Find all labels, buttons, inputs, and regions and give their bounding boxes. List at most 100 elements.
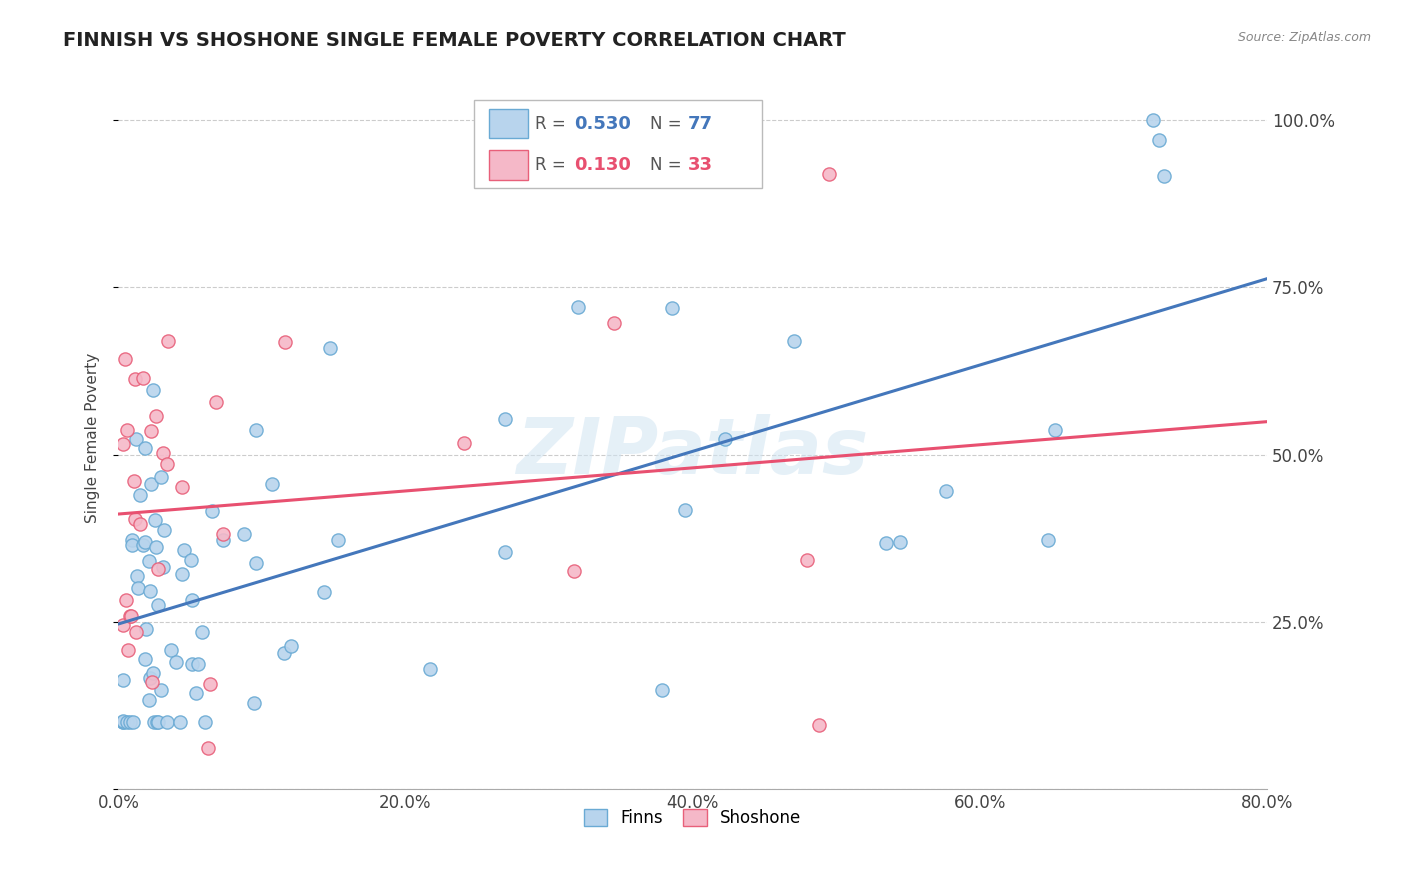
Point <box>494 412 516 426</box>
Point <box>181 657 204 671</box>
Text: 77: 77 <box>688 114 713 133</box>
Point <box>152 560 174 574</box>
Point <box>134 441 156 455</box>
Text: FINNISH VS SHOSHONE SINGLE FEMALE POVERTY CORRELATION CHART: FINNISH VS SHOSHONE SINGLE FEMALE POVERT… <box>63 31 846 50</box>
Point <box>132 370 155 384</box>
Point <box>713 432 735 446</box>
Point <box>139 671 162 685</box>
Point <box>796 552 818 566</box>
Point <box>138 554 160 568</box>
Point <box>149 682 172 697</box>
Point <box>114 351 136 366</box>
Text: 0.530: 0.530 <box>574 114 631 133</box>
Point <box>146 715 169 730</box>
Point <box>1153 169 1175 183</box>
Point <box>142 383 165 397</box>
Point <box>245 556 267 570</box>
Point <box>118 715 141 730</box>
Point <box>651 683 673 698</box>
Point <box>125 569 148 583</box>
Point <box>111 715 134 730</box>
Point <box>262 476 284 491</box>
Point <box>152 446 174 460</box>
Point <box>117 643 139 657</box>
Point <box>145 540 167 554</box>
Point <box>567 300 589 314</box>
Point <box>170 480 193 494</box>
Point <box>111 437 134 451</box>
Point <box>160 642 183 657</box>
Point <box>146 715 169 730</box>
Point <box>201 504 224 518</box>
Point <box>148 562 170 576</box>
Point <box>169 715 191 730</box>
Text: R =: R = <box>536 114 571 133</box>
Point <box>129 488 152 502</box>
Point <box>494 545 516 559</box>
Point <box>156 715 179 730</box>
Point <box>243 696 266 710</box>
Point <box>673 503 696 517</box>
Text: 33: 33 <box>688 156 713 174</box>
FancyBboxPatch shape <box>474 101 762 188</box>
Text: ZIPatlas: ZIPatlas <box>516 414 869 490</box>
Point <box>141 477 163 491</box>
Point <box>603 316 626 330</box>
Point <box>280 639 302 653</box>
Point <box>326 533 349 548</box>
Point <box>141 675 163 690</box>
Point <box>233 527 256 541</box>
Point <box>149 470 172 484</box>
Point <box>1043 423 1066 437</box>
Point <box>142 715 165 730</box>
Point <box>134 652 156 666</box>
Text: N =: N = <box>650 114 688 133</box>
Point <box>212 533 235 548</box>
Point <box>157 334 180 348</box>
Point <box>121 533 143 547</box>
Point <box>122 474 145 488</box>
Point <box>312 585 335 599</box>
Point <box>180 552 202 566</box>
Point <box>184 686 207 700</box>
Legend: Finns, Shoshone: Finns, Shoshone <box>578 802 808 834</box>
FancyBboxPatch shape <box>489 151 529 180</box>
Point <box>111 714 134 728</box>
Point <box>818 168 841 182</box>
Point <box>125 432 148 446</box>
Text: Source: ZipAtlas.com: Source: ZipAtlas.com <box>1237 31 1371 45</box>
Point <box>562 564 585 578</box>
Point <box>173 542 195 557</box>
Point <box>419 663 441 677</box>
Point <box>115 423 138 437</box>
Point <box>115 593 138 607</box>
Point <box>783 334 806 348</box>
Point <box>139 583 162 598</box>
Point <box>111 673 134 688</box>
Point <box>134 535 156 549</box>
Point <box>156 457 179 471</box>
Point <box>318 341 340 355</box>
Point <box>204 395 226 409</box>
Point <box>145 409 167 424</box>
Point <box>120 609 142 624</box>
Point <box>198 676 221 690</box>
Point <box>889 535 911 549</box>
FancyBboxPatch shape <box>489 109 529 138</box>
Point <box>111 617 134 632</box>
Point <box>1036 533 1059 548</box>
Point <box>875 536 897 550</box>
Point <box>115 715 138 730</box>
Point <box>273 646 295 660</box>
Point <box>165 655 187 669</box>
Point <box>212 527 235 541</box>
Point <box>194 715 217 730</box>
Point <box>142 665 165 680</box>
Point <box>808 718 831 732</box>
Point <box>128 516 150 531</box>
Point <box>191 625 214 640</box>
Point <box>139 424 162 438</box>
Point <box>197 741 219 756</box>
Point <box>121 539 143 553</box>
Text: R =: R = <box>536 156 571 174</box>
